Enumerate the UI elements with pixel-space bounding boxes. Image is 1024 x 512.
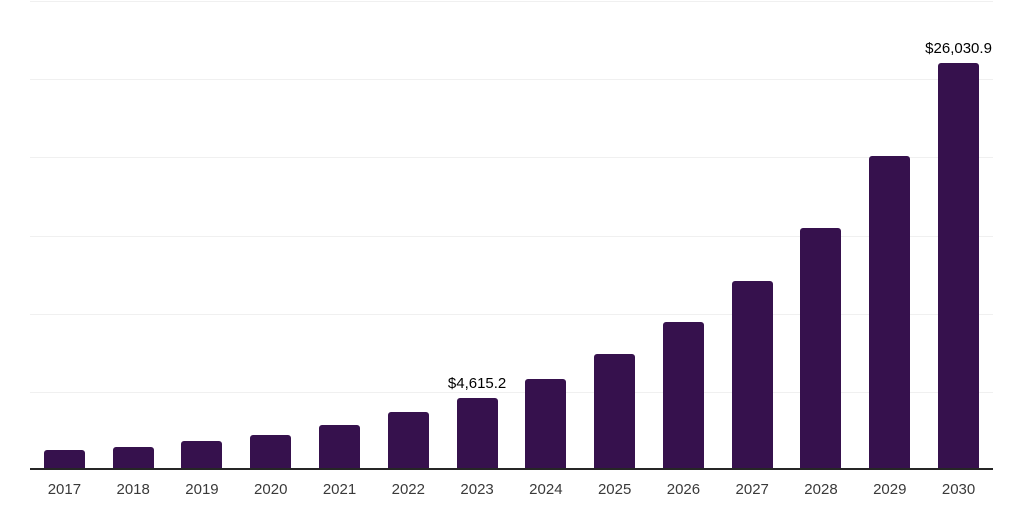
- bar-slot-2029: [855, 1, 924, 470]
- x-tick-label-2024: 2024: [529, 481, 563, 498]
- bar-slot-2020: [236, 1, 305, 470]
- bar-slot-2030: $26,030.9: [924, 1, 993, 470]
- bar-slot-2025: [580, 1, 649, 470]
- bar-2027: [731, 280, 773, 470]
- bar-slot-2021: [305, 1, 374, 470]
- x-axis-tick-labels: 2017 2018 2019 2020 2021 2022 2023 2024 2025 2026…: [30, 479, 993, 501]
- x-tick-label-2025: 2025: [597, 481, 632, 498]
- bar-2028: [800, 227, 842, 470]
- gridline-5000: [30, 391, 993, 393]
- gridline-15000: [30, 235, 993, 237]
- bar-slot-2017: [30, 1, 99, 470]
- bar-2030: $26,030.9: [925, 40, 992, 470]
- bar-slot-2028: [787, 1, 856, 470]
- bar-2017: [43, 450, 85, 470]
- bar-2019: [181, 440, 223, 470]
- bar-slot-2027: [718, 1, 787, 470]
- bar-slot-2019: [168, 1, 237, 470]
- x-tick-label-2018: 2018: [116, 481, 150, 498]
- bar-2025: [594, 353, 636, 470]
- bars-container: $4,615.2 $26,030.9: [30, 1, 993, 470]
- x-tick-label-2023: 2023: [460, 481, 494, 498]
- bar-slot-2023: $4,615.2: [443, 1, 512, 470]
- bar-value-label-2023: $4,615.2: [447, 374, 507, 392]
- bar-2018: [112, 446, 154, 470]
- bar-value-label-2030: $26,030.9: [925, 40, 992, 58]
- x-tick-label-2017: 2017: [47, 481, 82, 498]
- gridline-20000: [30, 157, 993, 159]
- gridline-10000: [30, 313, 993, 315]
- bar-2029: [869, 155, 911, 470]
- bar-slot-2022: [374, 1, 443, 470]
- gridline-25000: [30, 79, 993, 81]
- x-tick-label-2027: 2027: [735, 481, 769, 498]
- gridline-30000: [30, 1, 993, 2]
- bar-slot-2026: [649, 1, 718, 470]
- bar-2021: [319, 425, 361, 470]
- x-tick-label-2026: 2026: [666, 481, 701, 498]
- x-tick-label-2021: 2021: [322, 481, 357, 498]
- bar-2026: [662, 322, 704, 470]
- x-tick-label-2019: 2019: [185, 481, 219, 498]
- x-tick-label-2020: 2020: [254, 481, 288, 498]
- x-tick-label-2022: 2022: [391, 481, 425, 498]
- bar-2024: [525, 379, 567, 470]
- x-tick-label-2029: 2029: [873, 481, 907, 498]
- x-axis-line: [30, 468, 993, 470]
- bar-slot-2018: [99, 1, 168, 470]
- bar-2020: [250, 434, 292, 470]
- x-tick-label-2028: 2028: [804, 481, 838, 498]
- bar-slot-2024: [511, 1, 580, 470]
- bar-2023: $4,615.2: [448, 375, 506, 470]
- x-tick-label-2030: 2030: [941, 481, 976, 498]
- plot-area: $4,615.2 $26,030.9: [30, 1, 993, 470]
- bar-2022: [387, 412, 429, 470]
